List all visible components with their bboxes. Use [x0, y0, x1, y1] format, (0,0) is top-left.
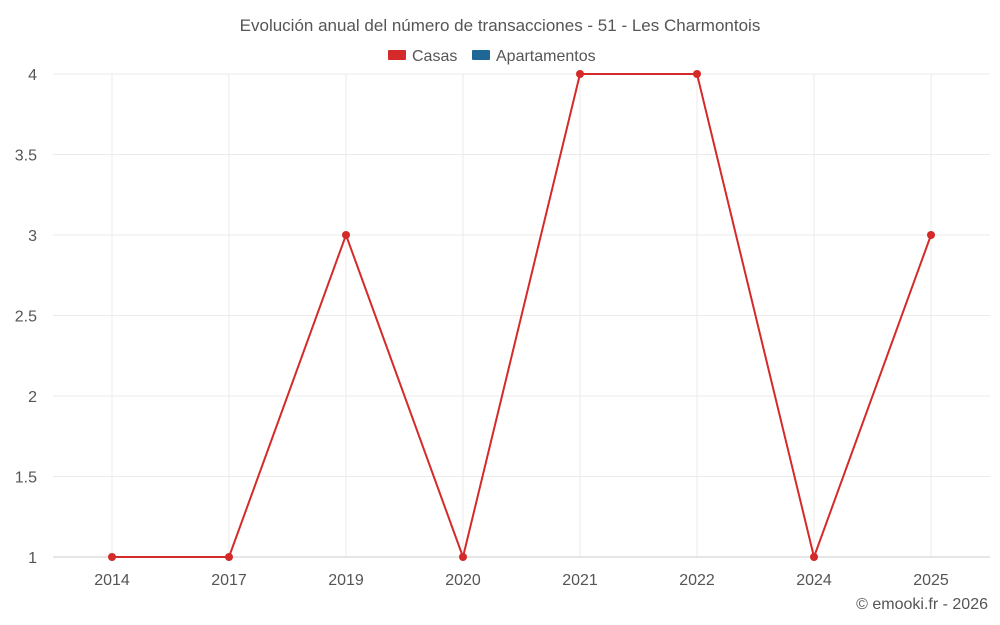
y-tick-label: 1.5 [15, 470, 37, 487]
y-tick-label: 3.5 [15, 148, 37, 165]
legend: Casas Apartamentos [388, 48, 596, 65]
x-tick-label: 2024 [796, 572, 832, 589]
data-point-casas-2025[interactable] [927, 231, 935, 239]
legend-item-casas[interactable]: Casas [388, 48, 457, 65]
x-tick-label: 2017 [211, 572, 247, 589]
credit-text: © emooki.fr - 2026 [856, 596, 988, 613]
x-tick-label: 2014 [94, 572, 130, 589]
data-point-casas-2020[interactable] [459, 553, 467, 561]
series-line-casas [112, 73, 932, 561]
y-tick-label: 3 [28, 228, 37, 245]
data-point-casas-2017[interactable] [225, 553, 233, 561]
data-point-casas-2019[interactable] [342, 231, 350, 239]
y-tick-label: 2 [28, 389, 37, 406]
data-point-casas-2021[interactable] [576, 70, 584, 78]
x-tick-label: 2021 [562, 572, 598, 589]
x-axis-ticks: 2014 2017 2019 2020 2021 2022 2024 2025 [94, 572, 949, 589]
data-point-casas-2014[interactable] [108, 553, 116, 561]
data-point-casas-2024[interactable] [810, 553, 818, 561]
y-tick-label: 4 [28, 67, 37, 84]
y-tick-label: 1 [28, 550, 37, 567]
legend-label-apartamentos: Apartamentos [496, 48, 596, 65]
legend-swatch-casas [388, 50, 406, 60]
legend-item-apartamentos[interactable]: Apartamentos [472, 48, 596, 65]
y-axis-ticks: 1 1.5 2 2.5 3 3.5 4 [15, 67, 37, 567]
x-gridlines [111, 74, 932, 557]
chart-title: Evolución anual del número de transaccio… [240, 16, 761, 35]
y-tick-label: 2.5 [15, 309, 37, 326]
y-gridlines [53, 73, 990, 558]
x-tick-label: 2019 [328, 572, 364, 589]
x-tick-label: 2025 [913, 572, 949, 589]
x-tick-label: 2022 [679, 572, 715, 589]
series-group [108, 70, 935, 561]
x-tick-label: 2020 [445, 572, 481, 589]
legend-label-casas: Casas [412, 48, 457, 65]
data-point-casas-2022[interactable] [693, 70, 701, 78]
legend-swatch-apartamentos [472, 50, 490, 60]
